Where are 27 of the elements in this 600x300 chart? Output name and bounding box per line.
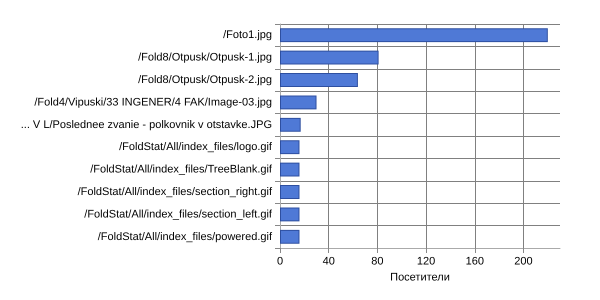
y-tick-label: ... V L/Poslednee zvanie - polkovnik v otstavke.JPG — [20, 118, 272, 131]
x-axis-title: Посетители — [390, 272, 450, 284]
y-tick-label: /Fold8/Otpusk/Otpusk-2.jpg — [138, 74, 272, 86]
bar — [280, 185, 300, 199]
x-tick-label: 80 — [371, 256, 384, 268]
y-tick-label: /FoldStat/All/index_files/section_right.gif — [78, 186, 273, 198]
y-tick-label: /FoldStat/All/index_files/TreeBlank.gif — [90, 164, 273, 176]
x-tick-label: 160 — [466, 256, 484, 268]
y-tick-label: /FoldStat/All/index_files/logo.gif — [119, 141, 273, 154]
y-tick-label: /Foto1.jpg — [223, 29, 272, 42]
x-tick-label: 0 — [276, 256, 284, 268]
y-tick-label: /FoldStat/All/index_files/powered.gif — [98, 230, 273, 243]
bar — [280, 73, 358, 87]
y-tick-label: /FoldStat/All/index_files/section_left.gif — [84, 208, 273, 220]
bar — [280, 118, 301, 132]
bar — [280, 28, 548, 42]
bar — [280, 207, 300, 222]
bar — [280, 162, 300, 177]
bar — [280, 50, 379, 65]
x-tick-label: 40 — [322, 256, 335, 268]
bar — [280, 140, 300, 154]
x-tick-label: 120 — [416, 256, 436, 268]
y-tick-label: /Fold8/Otpusk/Otpusk-1.jpg — [138, 52, 272, 64]
bar — [280, 95, 317, 110]
x-tick-label: 200 — [514, 256, 533, 268]
bar — [280, 230, 300, 244]
y-tick-label: /Fold4/Vipuski/33 INGENER/4 FAK/Image-03.jpg — [34, 96, 272, 108]
